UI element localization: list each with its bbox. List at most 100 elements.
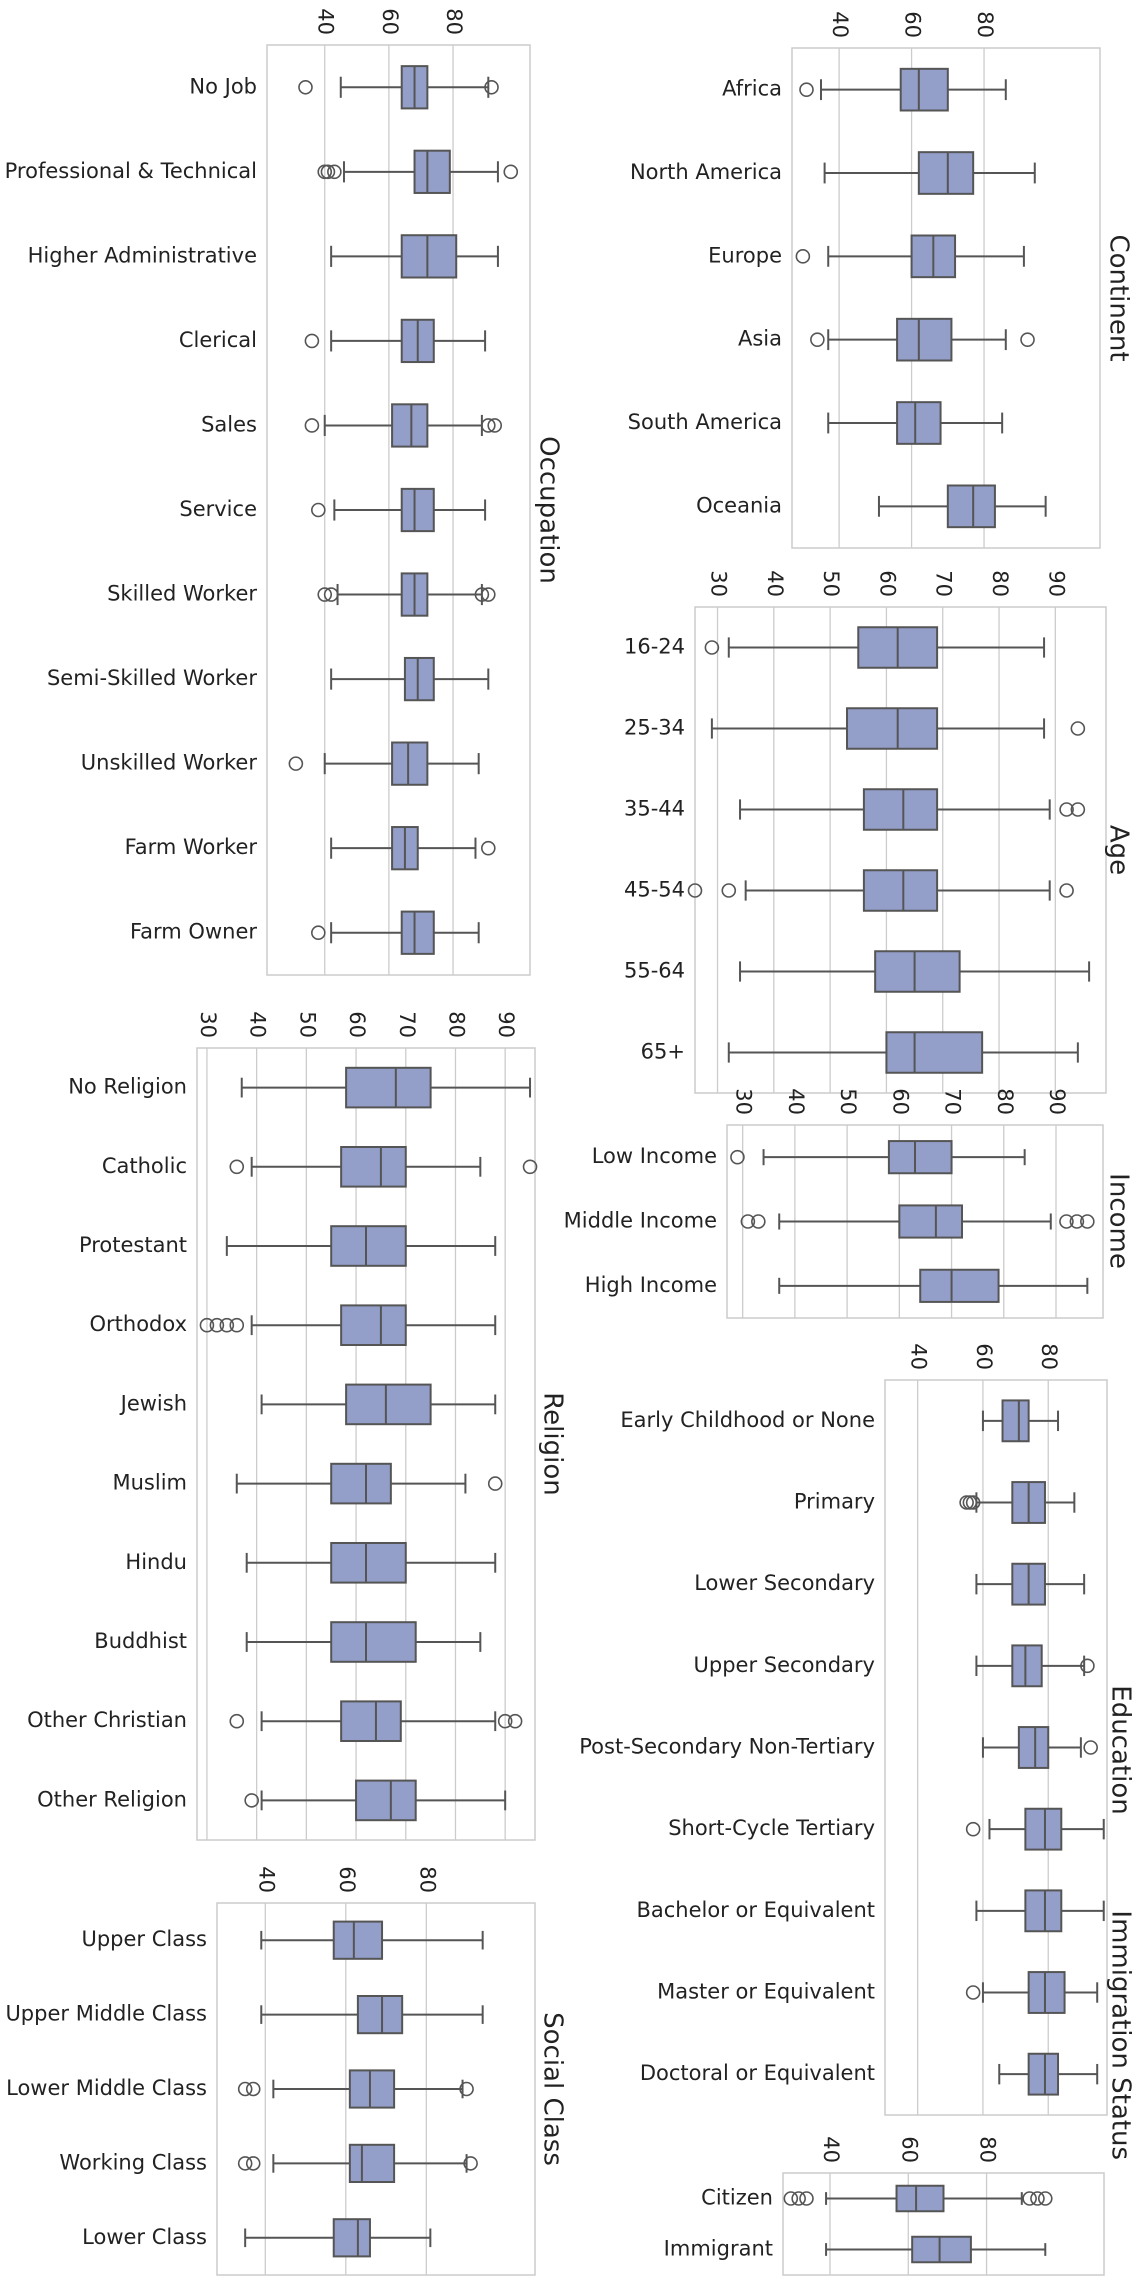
outlier-point	[298, 79, 313, 95]
category-label: Lower Class	[82, 2225, 207, 2249]
box-iqr	[1017, 1726, 1050, 1769]
box-professional-technical: Professional & Technical	[5, 149, 519, 194]
box-iqr	[946, 484, 996, 529]
box-iqr	[846, 707, 939, 750]
tick-label: 60	[888, 1088, 912, 1115]
category-label: Upper Middle Class	[5, 2002, 207, 2026]
outlier-point	[1070, 802, 1086, 817]
category-label: Higher Administrative	[28, 243, 257, 267]
box-iqr	[332, 2218, 371, 2258]
box-semi-skilled-worker: Semi-Skilled Worker	[47, 656, 490, 702]
box-iqr	[345, 1066, 432, 1109]
tick-label: 60	[972, 1343, 996, 1370]
facet-continent: 40 60 80 Africa North America Europe Asia South…	[628, 11, 1134, 549]
tick-label: 40	[254, 1866, 278, 1893]
box-iqr	[403, 656, 435, 702]
tick-label: 30	[196, 1011, 220, 1038]
category-label: Farm Worker	[125, 835, 258, 859]
box-iqr	[340, 1146, 407, 1188]
outlier-point	[317, 587, 333, 602]
category-label: Skilled Worker	[107, 582, 257, 606]
outlier-point	[1080, 1658, 1095, 1674]
axes-frame	[782, 2172, 1105, 2276]
box-farm-worker: Farm Worker	[125, 826, 496, 871]
outlier-point	[497, 1713, 513, 1729]
axes-frame	[196, 1047, 536, 1841]
outlier-point	[503, 164, 519, 180]
box-jewish: Jewish	[119, 1383, 497, 1426]
outlier-point	[237, 2156, 253, 2171]
outlier-point	[740, 1214, 756, 1229]
outlier-point	[522, 1159, 538, 1175]
outlier-point	[459, 2081, 474, 2097]
box-iqr	[340, 1304, 407, 1347]
facet-title: Age	[1104, 825, 1134, 875]
category-label: 16-24	[624, 635, 685, 659]
box-upper-secondary: Upper Secondary	[694, 1644, 1095, 1688]
category-label: Africa	[722, 77, 782, 101]
category-label: Clerical	[179, 328, 257, 352]
tick-label: 90	[1044, 570, 1068, 597]
tick-label: 60	[345, 1011, 369, 1038]
category-label: Other Religion	[37, 1787, 187, 1811]
outlier-point	[229, 1159, 245, 1175]
outlier-point	[311, 925, 326, 941]
outlier-point	[484, 79, 499, 95]
box-hindu: Hindu	[125, 1542, 497, 1584]
tick-label: 60	[897, 2136, 921, 2163]
facet-title: Social Class	[538, 2012, 568, 2166]
category-label: Lower Middle Class	[6, 2076, 207, 2100]
tick-label: 80	[442, 8, 466, 35]
category-label: Semi-Skilled Worker	[47, 666, 257, 690]
box-lower-middle-class: Lower Middle Class	[6, 2069, 474, 2109]
outlier-point	[229, 1713, 245, 1729]
box-clerical: Clerical	[179, 318, 487, 364]
category-label: Middle Income	[564, 1209, 717, 1233]
outlier-point	[965, 1821, 981, 1837]
outlier-point	[704, 640, 720, 655]
box-16-24: 16-24	[624, 626, 1046, 669]
facet-title: Education	[1106, 1685, 1136, 1814]
box-lower-secondary: Lower Secondary	[694, 1562, 1086, 1606]
category-label: Buddhist	[94, 1629, 187, 1653]
facet-age: 30 40 50 60 70 80 90 16-24 25-34 35-44 45-54 55-64 6…	[624, 570, 1134, 1094]
box-catholic: Catholic	[102, 1146, 538, 1188]
box-skilled-worker: Skilled Worker	[107, 572, 496, 617]
box-iqr	[896, 401, 942, 445]
box-immigrant: Immigrant	[664, 2235, 1047, 2264]
box-doctoral-or-equivalent: Doctoral or Equivalent	[640, 2052, 1099, 2096]
box-iqr	[400, 910, 435, 955]
box-35-44: 35-44	[624, 788, 1086, 831]
box-post-secondary-non-tertiary: Post-Secondary Non-Tertiary	[579, 1726, 1098, 1769]
box-south-america: South America	[628, 401, 1004, 445]
axes-frame	[694, 606, 1107, 1094]
outlier-point	[245, 2156, 261, 2171]
tick-label: 40	[314, 8, 338, 35]
outlier-point	[1080, 1214, 1095, 1229]
tick-label: 30	[732, 1088, 756, 1115]
category-label: 35-44	[624, 797, 685, 821]
tick-label: 80	[973, 11, 997, 38]
box-65: 65+	[641, 1031, 1079, 1074]
axes-frame	[726, 1124, 1104, 1319]
tick-label: 70	[395, 1011, 419, 1038]
box-iqr	[330, 1621, 417, 1663]
facet-social-class: 40 60 80 Upper Class Upper Middle Class Lower…	[5, 1866, 568, 2276]
facet-title: Continent	[1104, 234, 1134, 361]
tick-label: 80	[1037, 1343, 1061, 1370]
tick-label: 60	[875, 570, 899, 597]
outlier-point	[304, 333, 320, 349]
box-iqr	[895, 2184, 945, 2213]
outlier-point	[481, 840, 496, 856]
box-iqr	[1011, 1644, 1043, 1688]
box-iqr	[896, 317, 953, 362]
outlier-point	[1070, 721, 1086, 736]
category-label: Doctoral or Equivalent	[640, 2061, 875, 2085]
box-oceania: Oceania	[696, 484, 1047, 529]
category-label: Early Childhood or None	[620, 1408, 875, 1432]
tick-label: 50	[295, 1011, 319, 1038]
category-label: Other Christian	[27, 1708, 187, 1732]
box-middle-income: Middle Income	[564, 1204, 1095, 1239]
tick-label: 80	[444, 1011, 468, 1038]
outlier-point	[487, 418, 503, 433]
